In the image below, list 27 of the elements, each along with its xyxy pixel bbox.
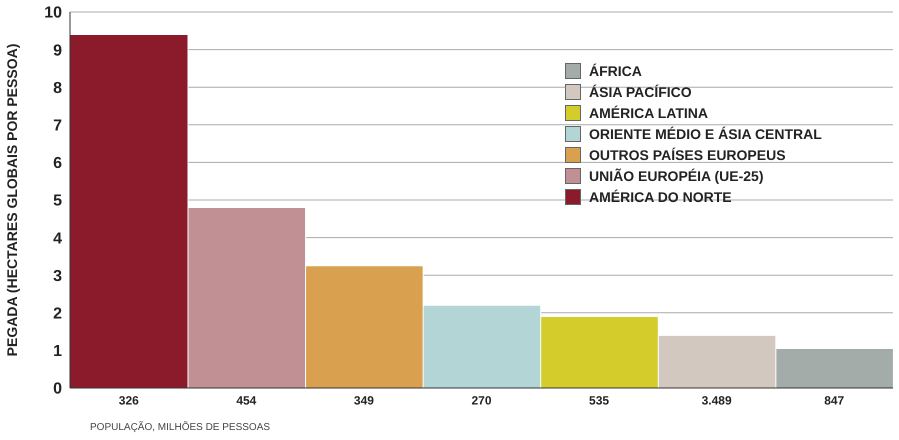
x-tick-label: 270 [471, 394, 492, 408]
legend-label: OUTROS PAÍSES EUROPEUS [589, 146, 786, 162]
x-tick-label: 349 [354, 394, 374, 408]
x-axis-title: POPULAÇÃO, MILHÕES DE PESSOAS [90, 422, 270, 433]
x-tick-label: 454 [236, 394, 257, 408]
x-tick-label: 535 [589, 394, 610, 408]
x-tick-label: 326 [118, 394, 140, 408]
y-tick-label: 9 [53, 42, 62, 60]
legend-label: ÁFRICA [589, 62, 642, 78]
legend-label: UNIÃO EUROPÉIA (UE-25) [589, 168, 764, 184]
x-tick-label: 847 [824, 394, 845, 408]
legend-label: AMÉRICA DO NORTE [589, 188, 732, 204]
y-tick-label: 0 [53, 380, 62, 398]
y-tick-label: 8 [53, 80, 62, 97]
y-tick-label: 6 [53, 155, 62, 172]
y-tick-label: 7 [53, 117, 62, 134]
x-tick-label: 3.489 [702, 394, 732, 408]
y-tick-label: 2 [53, 305, 62, 322]
y-tick-label: 4 [53, 230, 62, 248]
y-tick-label: 1 [53, 343, 62, 360]
legend-label: ÁSIA PACÍFICO [589, 84, 692, 100]
y-tick-label: 3 [53, 268, 62, 285]
legend-label: AMÉRICA LATINA [589, 104, 708, 120]
legend-label: ORIENTE MÉDIO E ÁSIA CENTRAL [589, 126, 822, 142]
y-axis-title: PEGADA (HECTARES GLOBAIS POR PESSOA) [4, 44, 20, 356]
y-tick-label: 5 [53, 192, 62, 210]
y-tick-label: 10 [44, 4, 62, 22]
